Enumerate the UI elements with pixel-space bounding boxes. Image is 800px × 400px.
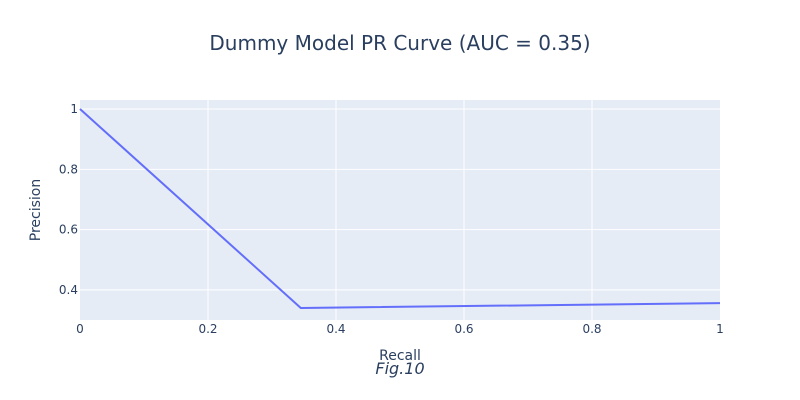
x-tick-label: 0.6 (454, 322, 473, 336)
x-tick-label: 1 (716, 322, 724, 336)
chart-title: Dummy Model PR Curve (AUC = 0.35) (209, 31, 590, 55)
y-tick-label: 0.4 (59, 283, 78, 297)
x-axis-title: Recall (379, 348, 421, 364)
y-axis-ticks: 0.4 0.6 0.8 1 (59, 102, 78, 297)
grid-lines (80, 100, 720, 320)
x-tick-label: 0.4 (326, 322, 345, 336)
x-axis-ticks: 0 0.2 0.4 0.6 0.8 1 (76, 322, 724, 336)
figure-caption: Fig.10 (375, 359, 424, 378)
y-tick-label: 0.6 (59, 223, 78, 237)
pr-curve-line (79, 108, 721, 309)
y-axis-title: Precision (28, 179, 44, 241)
x-tick-label: 0.8 (582, 322, 601, 336)
x-tick-label: 0.2 (198, 322, 217, 336)
series-layer (79, 108, 721, 309)
x-tick-label: 0 (76, 322, 84, 336)
y-tick-label: 0.8 (59, 162, 78, 176)
plot-area (80, 100, 720, 320)
y-tick-label: 1 (70, 102, 78, 116)
